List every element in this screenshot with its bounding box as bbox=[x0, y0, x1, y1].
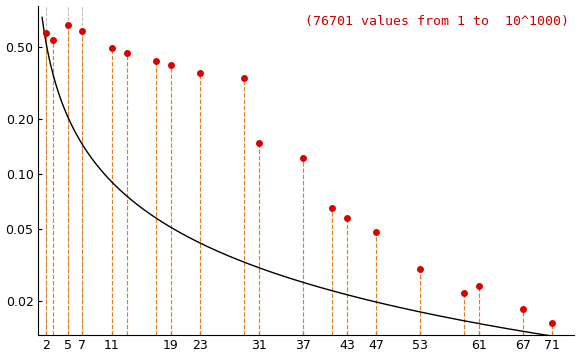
Text: (76701 values from 1 to  10^1000): (76701 values from 1 to 10^1000) bbox=[305, 15, 569, 28]
